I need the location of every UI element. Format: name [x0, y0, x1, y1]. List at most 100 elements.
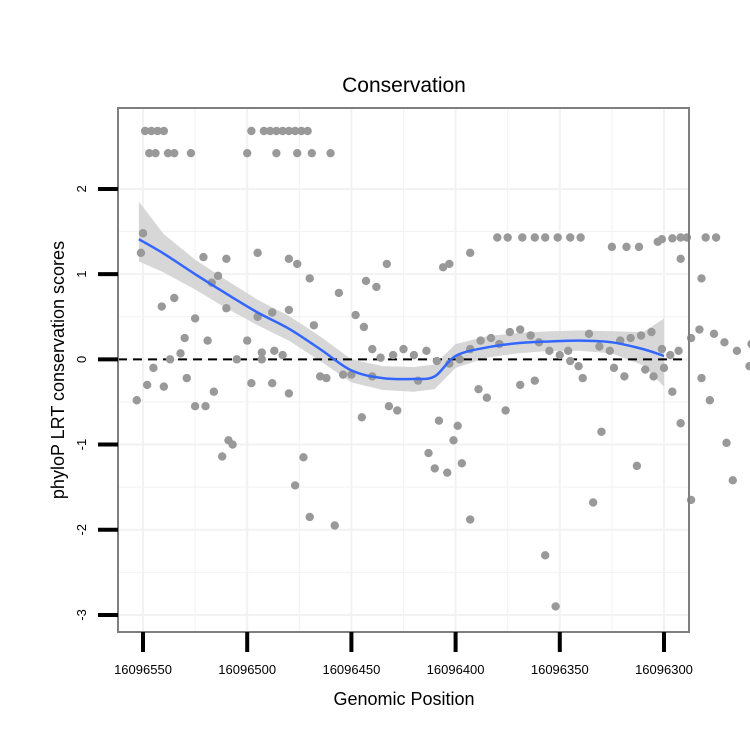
data-point — [541, 551, 550, 560]
data-point — [632, 461, 642, 471]
data-point — [140, 126, 150, 136]
x-tick-label: 16096500 — [218, 662, 276, 677]
data-point — [453, 421, 462, 431]
data-point — [438, 263, 448, 272]
data-point — [293, 259, 302, 269]
data-point — [278, 350, 287, 360]
y-axis: 2 1 0 -1 -2 -3 — [74, 185, 118, 621]
data-point — [299, 453, 308, 462]
data-point — [376, 353, 385, 362]
data-point — [326, 148, 335, 158]
data-point — [272, 126, 281, 136]
confidence-band-layer — [138, 201, 664, 392]
data-point — [247, 379, 256, 388]
data-point — [203, 336, 212, 345]
data-point — [165, 355, 175, 364]
data-point — [676, 254, 685, 264]
data-point — [503, 233, 512, 242]
data-point — [516, 380, 525, 390]
data-point — [157, 302, 166, 311]
data-point — [217, 452, 227, 461]
data-point — [563, 346, 573, 356]
data-point — [553, 233, 562, 242]
data-point — [265, 126, 275, 136]
x-tick-label: 16096300 — [635, 662, 693, 677]
data-point — [551, 602, 560, 611]
data-point — [182, 373, 191, 383]
x-axis: 16096550 16096500 16096450 16096400 16096350… — [114, 632, 693, 677]
data-point — [136, 248, 146, 258]
data-point — [634, 242, 644, 252]
data-point — [493, 233, 502, 242]
data-point — [626, 333, 635, 343]
data-point — [149, 363, 158, 373]
confidence-band — [138, 201, 664, 392]
data-point — [578, 373, 587, 383]
data-point — [457, 459, 467, 468]
y-axis-title: phyloP LRT conservation scores — [48, 241, 68, 499]
data-point — [322, 373, 331, 383]
data-point — [530, 376, 539, 385]
data-point — [545, 346, 554, 356]
data-point — [566, 233, 575, 242]
data-point — [584, 329, 594, 338]
data-point — [620, 372, 629, 381]
y-tick-label: 0 — [74, 356, 89, 363]
data-point — [541, 233, 550, 242]
data-point — [505, 327, 514, 337]
data-point — [728, 476, 737, 485]
data-point — [153, 126, 162, 136]
data-point — [434, 416, 444, 425]
data-point — [190, 402, 200, 411]
panel-border — [117, 107, 690, 633]
data-point — [747, 340, 750, 348]
data-point — [555, 350, 564, 360]
data-point — [647, 327, 656, 337]
data-point — [338, 370, 348, 379]
data-point — [399, 344, 408, 354]
data-point — [170, 148, 179, 158]
data-point — [213, 271, 223, 281]
data-point — [222, 254, 231, 264]
data-point — [609, 363, 619, 373]
data-point — [697, 274, 706, 283]
data-point — [142, 380, 152, 390]
data-point — [595, 342, 604, 351]
data-point — [657, 344, 667, 354]
data-point — [284, 389, 294, 398]
data-point — [257, 355, 266, 364]
data-point — [228, 440, 237, 449]
data-point — [701, 233, 710, 242]
data-point — [566, 356, 575, 366]
data-point — [209, 387, 219, 396]
data-point — [351, 310, 360, 320]
data-point — [501, 406, 510, 415]
data-point — [159, 126, 169, 136]
data-point — [270, 346, 279, 356]
data-point — [284, 254, 294, 264]
data-point — [445, 259, 454, 269]
data-point — [516, 325, 525, 334]
data-point — [243, 336, 252, 345]
data-point — [145, 148, 154, 158]
data-point — [745, 361, 750, 371]
data-point — [393, 406, 402, 415]
data-point — [232, 355, 241, 364]
data-point — [284, 305, 294, 315]
data-point — [657, 235, 667, 244]
data-point — [709, 329, 719, 338]
data-point — [388, 350, 398, 360]
data-point — [138, 229, 148, 238]
data-point — [605, 346, 615, 356]
data-point — [486, 333, 496, 343]
data-point — [303, 126, 312, 136]
data-point — [482, 393, 492, 402]
data-point — [695, 325, 704, 334]
data-point — [201, 402, 210, 411]
data-point — [668, 387, 677, 396]
data-point — [163, 148, 173, 158]
y-tick-label: 2 — [74, 185, 89, 192]
data-point — [334, 288, 344, 298]
